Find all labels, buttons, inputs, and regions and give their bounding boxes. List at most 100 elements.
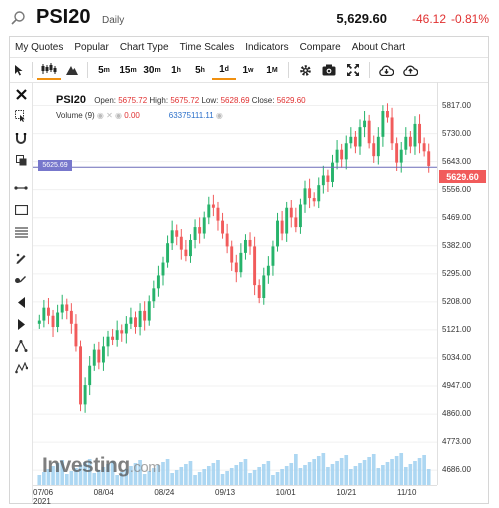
- close-label: Close:: [251, 96, 275, 105]
- settings-gear-icon[interactable]: [293, 60, 317, 80]
- candle-body: [111, 336, 115, 340]
- candle-body: [129, 317, 133, 324]
- draw-pen-icon[interactable]: [13, 250, 29, 266]
- candle-body: [239, 252, 243, 273]
- volume-bar: [225, 471, 229, 485]
- candle-body: [308, 188, 312, 199]
- x-tick-date: 09/13: [215, 488, 236, 497]
- candle-body: [349, 136, 353, 144]
- volume-bar: [142, 474, 147, 485]
- volume-bar: [367, 457, 371, 485]
- volume-bar: [37, 475, 42, 485]
- candle-body: [399, 149, 403, 163]
- candle-body: [298, 204, 302, 228]
- volume-bar: [321, 453, 326, 485]
- select-tool-icon[interactable]: [13, 108, 29, 124]
- candle-body: [376, 136, 380, 157]
- chart-menu-bar: My Quotes Popular Chart Type Time Scales…: [10, 37, 488, 57]
- candle-body: [42, 307, 46, 321]
- candlestick-chart[interactable]: [33, 82, 437, 485]
- ohlc-legend: PSI20 Open: 5675.72 High: 5675.72 Low: 5…: [56, 94, 306, 106]
- price-axis[interactable]: 5817.00 5730.00 5643.00 5556.00 5469.00 5382.…: [437, 82, 489, 485]
- y-tick-label: 5817.00: [442, 100, 471, 110]
- candle-body: [395, 143, 399, 163]
- volume-bar: [156, 465, 161, 485]
- menu-compare[interactable]: Compare: [299, 41, 341, 53]
- x-tick-label: 08/24: [154, 488, 174, 497]
- candle-body: [317, 185, 321, 202]
- volume-bar: [124, 469, 129, 485]
- clone-icon[interactable]: [13, 152, 29, 168]
- candle-body: [147, 301, 151, 321]
- chart-frame: [9, 36, 489, 504]
- candle-body: [243, 239, 247, 253]
- legend-symbol: PSI20: [56, 94, 86, 106]
- volume-close-icon[interactable]: ◉: [215, 111, 223, 120]
- x-tick-date: 08/04: [93, 488, 114, 497]
- cursor-icon[interactable]: [10, 60, 28, 80]
- volume-bar: [220, 474, 225, 485]
- menu-indicators[interactable]: Indicators: [245, 41, 289, 53]
- candle-body: [170, 230, 174, 244]
- x-tick-date: 10/21: [336, 488, 357, 497]
- magnet-icon[interactable]: [13, 130, 29, 146]
- candle-body: [184, 249, 188, 257]
- fibonacci-lines-icon[interactable]: [13, 224, 29, 240]
- timescale-30m[interactable]: 30 m: [143, 64, 161, 76]
- volume-bar: [326, 467, 330, 485]
- candle-body: [344, 143, 348, 160]
- cloud-download-icon[interactable]: [374, 60, 398, 80]
- mountain-type-icon[interactable]: [61, 60, 83, 80]
- camera-icon[interactable]: [317, 60, 341, 80]
- candle-body: [97, 349, 101, 363]
- candle-body: [101, 346, 105, 363]
- volume-bar: [376, 468, 381, 485]
- volume-bar: [119, 472, 124, 485]
- date-axis[interactable]: 07/06 2021 08/04 08/24 09/13 10/01 10/21 11/10: [33, 485, 437, 506]
- delete-drawings-icon[interactable]: [13, 86, 29, 102]
- pattern-tool-icon[interactable]: [13, 360, 29, 376]
- brush-icon[interactable]: [13, 272, 29, 288]
- trend-line-icon[interactable]: [13, 180, 29, 196]
- arrow-right-tool-icon[interactable]: [13, 316, 29, 332]
- menu-time-scales[interactable]: Time Scales: [179, 41, 235, 53]
- volume-bar: [335, 461, 339, 485]
- menu-popular[interactable]: Popular: [74, 41, 109, 53]
- volume-bar: [266, 461, 271, 485]
- candlestick-type-icon[interactable]: [37, 60, 61, 80]
- candle-body: [83, 385, 87, 405]
- timescale-15m[interactable]: 15 m: [119, 64, 137, 76]
- arrow-left-tool-icon[interactable]: [13, 294, 29, 310]
- candle-body: [266, 265, 270, 276]
- volume-bar: [261, 464, 266, 485]
- chart-plot-area[interactable]: [33, 82, 437, 485]
- volume-bar: [413, 461, 417, 485]
- measure-tool-icon[interactable]: [13, 338, 29, 354]
- volume-bar: [394, 456, 399, 485]
- open-value: 5675.72: [118, 96, 148, 105]
- rectangle-tool-icon[interactable]: [13, 202, 29, 218]
- low-label: Low:: [201, 96, 219, 105]
- fullscreen-icon[interactable]: [341, 60, 365, 80]
- search-icon[interactable]: [10, 10, 26, 26]
- volume-bar: [138, 460, 142, 485]
- menu-my-quotes[interactable]: My Quotes: [15, 41, 64, 53]
- y-tick-label: 5382.00: [442, 240, 471, 250]
- volume-bar: [55, 463, 60, 485]
- menu-chart-type[interactable]: Chart Type: [119, 41, 169, 53]
- volume-bar: [275, 472, 280, 485]
- menu-about-chart[interactable]: About Chart: [351, 41, 406, 53]
- volume-bar: [353, 466, 358, 485]
- volume-bar: [257, 467, 262, 485]
- volume-settings-icons[interactable]: ◉ ✕ ◉: [96, 111, 123, 120]
- volume-bar: [46, 469, 51, 485]
- x-tick-label: 09/13: [215, 488, 235, 497]
- cloud-upload-icon[interactable]: [398, 60, 422, 80]
- candle-body: [234, 262, 238, 273]
